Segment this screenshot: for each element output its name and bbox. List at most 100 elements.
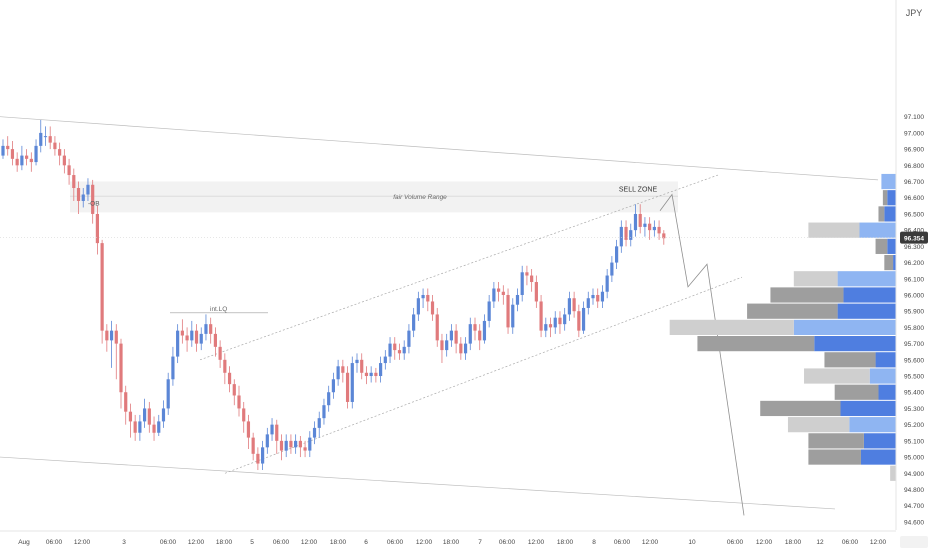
candle-body <box>327 392 331 406</box>
candle-body <box>166 379 170 409</box>
candle-body <box>397 350 402 354</box>
candle-body <box>364 372 369 377</box>
time-tick-label: 10 <box>688 539 696 546</box>
candle-body <box>109 330 114 341</box>
volume-profile-sell-bar <box>875 238 888 254</box>
candle-body <box>133 421 137 433</box>
lower-channel-line <box>0 456 836 510</box>
candle-body <box>445 340 449 351</box>
price-tick-label: 95.400 <box>904 390 924 397</box>
volume-profile-sell-bar <box>808 433 864 449</box>
volume-profile-sell-bar <box>770 287 844 303</box>
time-tick-label: 12:00 <box>301 539 318 546</box>
candle-body <box>194 330 199 344</box>
candle-body <box>190 330 194 341</box>
candle-body <box>143 408 147 422</box>
volume-profile-buy-bar <box>814 336 896 352</box>
candle-body <box>548 324 553 328</box>
candle-body <box>520 272 524 295</box>
volume-profile-buy-bar <box>884 206 896 222</box>
candle-body <box>15 158 19 166</box>
time-tick-label: 18:00 <box>443 539 460 546</box>
candle-body <box>53 142 57 150</box>
price-tick-label: 96.400 <box>904 228 924 235</box>
volume-profile-buy-bar <box>837 303 896 319</box>
volume-profile-sell-bar <box>878 206 885 222</box>
candle-body <box>199 333 203 344</box>
candle-body <box>360 359 364 373</box>
candle-body <box>586 298 590 308</box>
volume-profile-sell-bar <box>808 222 860 238</box>
candle-body <box>289 440 293 448</box>
currency-label: JPY <box>906 8 923 18</box>
candle-body <box>662 233 666 239</box>
candle-body <box>284 440 288 451</box>
candle-body <box>157 421 161 433</box>
zone-label: fair Volume Range <box>393 194 447 201</box>
candle-body <box>322 405 326 419</box>
time-tick-label: 06:00 <box>46 539 63 546</box>
price-tick-label: 95.500 <box>904 374 924 381</box>
candle-body <box>567 298 571 315</box>
candle-body <box>563 314 567 325</box>
candle-body <box>572 298 576 312</box>
current-price-badge <box>900 231 928 244</box>
axis-settings-button[interactable] <box>900 536 928 548</box>
time-tick-label: 3 <box>122 539 126 546</box>
candle-body <box>544 324 548 331</box>
candle-body <box>242 408 246 422</box>
volume-profile-buy-bar <box>837 271 896 287</box>
candle-body <box>317 418 321 428</box>
upper-channel-line <box>0 116 879 181</box>
candle-body <box>506 294 510 328</box>
time-tick-label: 06:00 <box>842 539 859 546</box>
candle-body <box>331 379 335 393</box>
candle-body <box>294 440 298 448</box>
candle-body <box>416 298 420 315</box>
time-tick-label: 12:00 <box>188 539 205 546</box>
candle-body <box>1 145 5 156</box>
volume-profile-sell-bar <box>787 417 850 433</box>
candle-body <box>525 272 529 276</box>
ob-label: -OB <box>88 201 100 208</box>
time-tick-label: 12 <box>816 539 824 546</box>
candle-body <box>407 330 411 347</box>
candle-body <box>303 447 307 451</box>
candle-body <box>492 288 496 302</box>
price-tick-label: 95.800 <box>904 325 924 332</box>
candle-body <box>67 165 71 176</box>
candle-body <box>341 366 345 373</box>
candle-body <box>577 311 581 331</box>
price-tick-label: 96.600 <box>904 195 924 202</box>
candle-body <box>48 136 52 143</box>
candle-body <box>440 340 444 351</box>
price-tick-label: 96.000 <box>904 292 924 299</box>
candle-body <box>530 275 534 283</box>
time-tick-label: 5 <box>250 539 254 546</box>
volume-profile-sell-bar <box>697 336 815 352</box>
candle-body <box>62 155 66 166</box>
candle-body <box>497 288 501 292</box>
candle-body <box>251 437 255 454</box>
candle-body <box>10 149 15 159</box>
volume-profile-sell-bar <box>824 352 876 368</box>
candle-body <box>468 324 472 344</box>
volume-profile-buy-bar <box>863 433 896 449</box>
candle-body <box>581 307 586 331</box>
volume-profile-buy-bar <box>793 319 896 336</box>
candle-body <box>34 145 38 163</box>
candle-body <box>91 184 95 214</box>
candle-body <box>147 408 151 425</box>
candle-body <box>629 230 633 240</box>
volume-profile-buy-bar <box>843 287 896 303</box>
candle-body <box>478 330 482 341</box>
candle-body <box>39 132 43 146</box>
candle-body <box>180 330 184 336</box>
volume-profile-sell-bar <box>793 271 838 287</box>
price-tick-label: 95.100 <box>904 438 924 445</box>
candle-body <box>643 223 647 227</box>
candle-body <box>119 343 123 393</box>
volume-profile-buy-bar <box>893 254 896 271</box>
